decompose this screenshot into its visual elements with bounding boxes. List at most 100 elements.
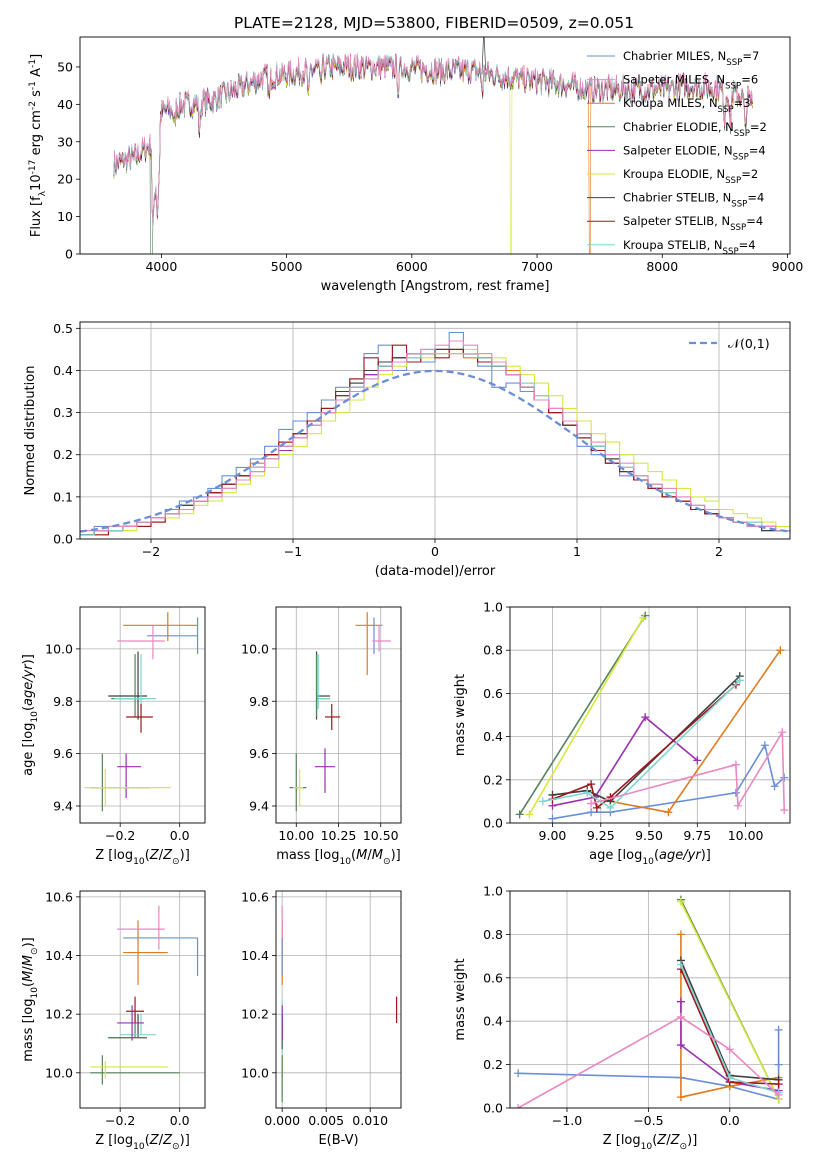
data-point-yellow (639, 613, 648, 622)
axes-frame (79, 36, 791, 255)
data-point-blue (514, 1069, 523, 1078)
series-line-blue (552, 743, 785, 820)
y-axis-label: mass [log10(M/M⊙)] (21, 937, 40, 1061)
x-axis-label: E(B-V) (318, 1133, 358, 1148)
y-tick-label: 0.0 (483, 1101, 503, 1116)
y-tick-label: 10.0 (241, 641, 269, 656)
legend-label: Chabrier MILES, NSSP=7 (623, 49, 759, 68)
data-point-orange (676, 1093, 685, 1102)
legend-label: Salpeter ELODIE, NSSP=4 (623, 143, 766, 162)
data-point-blue (774, 1025, 783, 1034)
axes-frame (509, 606, 791, 824)
x-tick-label: 2 (715, 544, 723, 559)
x-tick-label: 1 (573, 544, 581, 559)
panels: 4000 5000 6000 7000 8000 900001020304050wavel… (21, 36, 804, 1152)
y-tick-label: 0.2 (483, 772, 503, 787)
y-tick-label: 0.2 (53, 447, 73, 462)
series-line-yellow (528, 617, 644, 815)
y-tick-label: 9.8 (53, 694, 73, 709)
y-tick-label: 40 (57, 97, 73, 112)
x-tick-label: 4000 (145, 259, 177, 274)
x-tick-label: 10.00 (728, 828, 764, 843)
panel-age_vs_mass: 10.00 10.25 10.50 9.4 9.6 9.8 10.0 mass [log10(… (241, 606, 402, 867)
y-tick-label: 0 (65, 247, 73, 262)
x-tick-label: 7000 (521, 259, 553, 274)
data-point-cyan (676, 960, 685, 969)
emission-spike (481, 37, 487, 75)
data-point-blue (548, 814, 557, 823)
plot-area (281, 905, 398, 1103)
x-axis-label: Z [log10(Z/Z⊙)] (603, 1133, 698, 1152)
series-line-yellow (680, 901, 780, 1100)
x-tick-label: 6000 (396, 259, 428, 274)
figure-title: PLATE=2128, MJD=53800, FIBERID=0509, z=0… (234, 14, 634, 32)
data-point-purple (693, 756, 702, 765)
series-line-blue (518, 1029, 780, 1101)
y-tick-label: 0.0 (53, 532, 73, 547)
legend-label: Kroupa STELIB, NSSP=4 (623, 238, 756, 257)
legend-label: Chabrier ELODIE, NSSP=2 (623, 120, 767, 139)
data-point-orange (676, 930, 685, 939)
x-axis-label: wavelength [Angstrom, rest frame] (321, 279, 550, 294)
x-tick-label: 0.010 (352, 1113, 388, 1128)
y-tick-label: 9.8 (249, 694, 269, 709)
panel-mass_vs_ebv: 0.000 0.005 0.010 10.0 10.2 10.4 10.6 E(B-V) (241, 889, 402, 1148)
data-point-blue (587, 808, 596, 817)
x-axis-label: (data-model)/error (375, 564, 496, 579)
axes-frame (509, 890, 791, 1109)
data-point-pink (514, 1104, 523, 1108)
x-tick-label: −1.0 (552, 1113, 582, 1128)
plot-area (113, 37, 753, 254)
plot-area (90, 905, 199, 1085)
y-tick-label: 1.0 (483, 884, 503, 899)
data-point-pink (778, 728, 787, 737)
data-point-orange (776, 646, 785, 655)
y-tick-label: 0.6 (483, 686, 503, 701)
y-tick-label: 9.4 (249, 798, 269, 813)
y-tick-label: 0.6 (483, 970, 503, 985)
x-axis-label: age [log10(age/yr)] (589, 848, 711, 867)
data-point-cyan (583, 788, 592, 797)
x-tick-label: 9.50 (635, 828, 663, 843)
histogram-pink (80, 340, 790, 532)
y-tick-label: 0.1 (53, 489, 73, 504)
x-tick-label: −0.2 (105, 828, 135, 843)
plot-area (84, 612, 199, 812)
x-tick-label: 0 (431, 544, 439, 559)
x-tick-label: 0.000 (264, 1113, 300, 1128)
data-point-yellow (525, 810, 534, 819)
y-axis-label: mass weight (453, 674, 468, 756)
x-tick-label: 0.0 (720, 1113, 740, 1128)
y-tick-label: 10.4 (241, 948, 269, 963)
data-point-pink (587, 799, 596, 808)
data-point-blue (760, 741, 769, 750)
data-point-purple (676, 1041, 685, 1050)
y-tick-label: 1.0 (483, 600, 503, 615)
legend-label: Kroupa ELODIE, NSSP=2 (623, 167, 758, 186)
data-point-cyan (735, 676, 744, 685)
x-tick-label: 9.00 (539, 828, 567, 843)
y-tick-label: 10.0 (45, 641, 73, 656)
data-point-red (774, 1080, 783, 1089)
legend-label: Kroupa MILES, NSSP=3 (623, 96, 751, 115)
y-tick-label: 10.0 (241, 1065, 269, 1080)
y-tick-label: 10.0 (45, 1065, 73, 1080)
x-tick-label: 9.25 (587, 828, 615, 843)
data-point-cyan (606, 803, 615, 812)
panel-age_vs_Z: −0.2 0.0 9.4 9.6 9.8 10.0 Z [log10(Z/Z⊙)] age [… (21, 606, 206, 867)
data-point-pink (733, 801, 742, 810)
y-tick-label: 0.3 (53, 405, 73, 420)
y-tick-label: 0.8 (483, 927, 503, 942)
data-point-yellow (676, 897, 685, 906)
axes-frame (79, 890, 206, 1109)
series-line-purple (552, 716, 698, 807)
y-axis-label: mass weight (453, 958, 468, 1040)
data-point-blue (774, 1060, 783, 1069)
y-tick-label: 50 (57, 59, 73, 74)
x-axis-label: Z [log10(Z/Z⊙)] (95, 848, 190, 867)
x-axis-label: Z [log10(Z/Z⊙)] (95, 1133, 190, 1152)
x-axis-label: mass [log10(M/M⊙)] (276, 848, 400, 867)
y-tick-label: 0.4 (53, 363, 73, 378)
x-tick-label: 9000 (772, 259, 804, 274)
panel-residuals: −2 −1 0 1 2 0.0 0.1 0.2 0.3 0.4 0.5 (data-model)/er… (23, 321, 791, 579)
